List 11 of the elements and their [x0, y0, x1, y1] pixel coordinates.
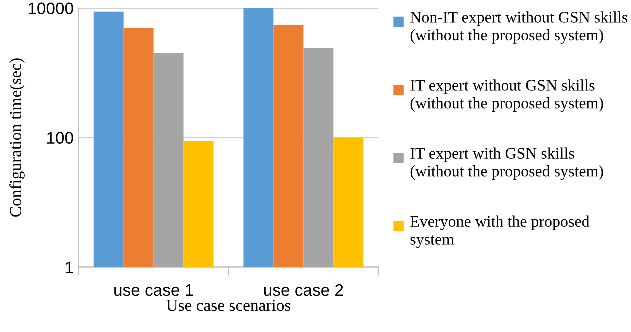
- x-tick-label: use case 1: [114, 284, 194, 296]
- x-axis-title: Use case scenarios: [166, 300, 291, 312]
- legend-label: Everyone with the proposed system: [410, 216, 590, 248]
- x-tick-label: use case 2: [264, 284, 344, 296]
- y-tick-label: 10000: [28, 2, 74, 15]
- legend-label: IT expert without GSN skills (without the proposed system): [410, 80, 604, 112]
- legend-label: IT expert with GSN skills (without the proposed system): [410, 148, 604, 180]
- y-tick-label: 100: [47, 132, 74, 144]
- y-tick-label: 1: [66, 262, 74, 274]
- y-axis-title: Configuration time(sec): [10, 58, 25, 217]
- legend-label: Non-IT expert without GSN skills (without the proposed system): [410, 12, 628, 44]
